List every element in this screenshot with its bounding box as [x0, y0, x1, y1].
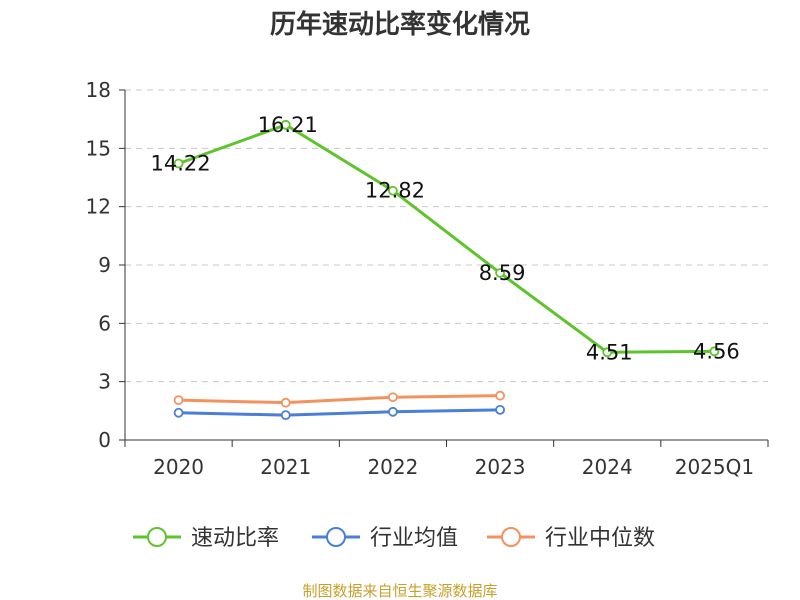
data-point	[495, 268, 505, 278]
series-line	[178, 408, 501, 417]
legend-item-1[interactable]: 行业均值	[312, 526, 458, 551]
x-tick-label: 2024	[582, 455, 633, 479]
data-point	[602, 347, 613, 358]
y-tick-label: 6	[98, 311, 111, 335]
data-point	[173, 407, 184, 418]
legend[interactable]: 速动比率 行业均值 行业中位数	[133, 526, 655, 551]
x-tick-label: 2020	[153, 455, 204, 479]
data-point	[388, 392, 398, 403]
data-point	[388, 185, 398, 196]
x-tick-label: 2023	[475, 455, 526, 479]
data-point	[173, 395, 184, 406]
y-tick-label: 0	[98, 428, 111, 452]
legend-marker	[501, 527, 521, 547]
grid-lines	[125, 89, 768, 383]
data-label: 16.21	[258, 113, 318, 137]
data-point	[173, 158, 184, 169]
data-point	[388, 406, 398, 417]
y-tick-label: 12	[86, 195, 111, 219]
data-label: 4.56	[693, 339, 740, 363]
y-tick-label: 18	[86, 78, 111, 102]
data-label: 4.51	[586, 340, 633, 364]
chart-title: 历年速动比率变化情况	[270, 9, 530, 40]
data-point	[709, 346, 720, 357]
series-line	[178, 394, 501, 405]
x-tick-label: 2025Q1	[675, 455, 754, 479]
series-1	[173, 404, 505, 421]
data-labels: 14.22 16.21 12.82 8.59 4.51 4.56	[151, 113, 740, 364]
data-point	[495, 390, 505, 401]
data-point	[495, 404, 505, 415]
legend-label: 行业中位数	[545, 526, 655, 551]
data-point	[280, 397, 291, 408]
legend-item-0[interactable]: 速动比率	[133, 526, 279, 551]
y-tick-label: 15	[86, 136, 111, 160]
series-lines	[173, 119, 720, 421]
data-point	[280, 119, 291, 130]
data-label: 14.22	[151, 152, 211, 176]
legend-label: 行业均值	[370, 526, 458, 551]
data-label: 12.82	[365, 179, 425, 203]
series-line	[178, 123, 715, 354]
legend-item-2[interactable]: 行业中位数	[487, 526, 655, 551]
y-tick-label: 9	[98, 253, 111, 277]
x-tick-label: 2021	[260, 455, 311, 479]
data-point	[280, 410, 291, 421]
series-2	[173, 390, 505, 408]
legend-label: 速动比率	[191, 526, 279, 551]
data-label: 8.59	[479, 261, 526, 285]
series-0	[173, 119, 720, 358]
x-tick-label: 2022	[367, 455, 418, 479]
source-note: 制图数据来自恒生聚源数据库	[302, 582, 497, 600]
axes: 0 3 6 9 12 15 18 2020 2021 2022 2023 2024 2025Q1	[86, 78, 769, 479]
legend-marker	[147, 527, 167, 547]
legend-marker	[326, 527, 346, 547]
y-tick-label: 3	[98, 370, 111, 394]
